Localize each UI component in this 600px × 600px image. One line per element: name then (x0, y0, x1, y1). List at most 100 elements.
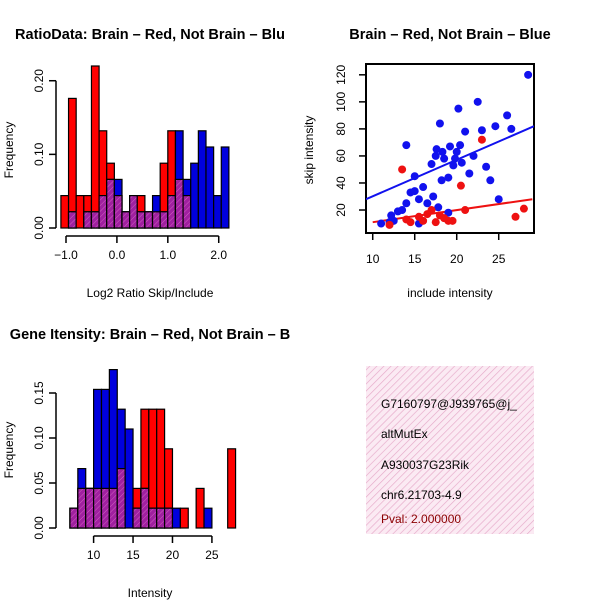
y-tick-label: 0.20 (32, 69, 46, 93)
bar-overlap (116, 468, 126, 529)
ratio-histogram-panel: RatioData: Brain – Red, Not Brain – Blu … (2, 27, 285, 300)
bar-not-brain (124, 428, 134, 529)
ratio-hist-title: RatioData: Brain – Red, Not Brain – Blu (15, 27, 285, 43)
point-not-brain (477, 126, 486, 135)
point-brain (440, 214, 449, 223)
y-tick-label: 0.10 (32, 142, 46, 166)
bar-overlap (85, 487, 95, 529)
scatter-points (366, 70, 534, 229)
point-not-brain (377, 219, 386, 228)
bar-overlap (98, 195, 108, 229)
point-not-brain (402, 141, 411, 150)
x-tick-label: 25 (492, 252, 506, 266)
x-tick-label: 25 (205, 548, 219, 562)
intensity-hist-x-axis: 10 15 20 25 (87, 535, 219, 562)
point-not-brain (402, 199, 411, 208)
x-tick-label: 10 (366, 252, 380, 266)
bar-overlap (93, 487, 103, 529)
intensity-histogram-panel: Gene Itensity: Brain – Red, Not Brain – … (2, 327, 290, 600)
bar-overlap (151, 211, 161, 229)
point-not-brain (454, 104, 463, 113)
point-not-brain (419, 183, 428, 192)
bar-brain (67, 97, 77, 229)
point-not-brain (423, 199, 432, 208)
intensity-hist-bars (69, 369, 237, 529)
point-not-brain (444, 208, 453, 217)
x-tick-label: 0.0 (109, 248, 126, 262)
fit-line-not-brain (366, 125, 534, 201)
point-not-brain (507, 124, 516, 133)
bar-overlap (163, 507, 174, 529)
point-not-brain (437, 176, 446, 185)
point-brain (423, 210, 432, 219)
bar-overlap (159, 211, 169, 229)
point-not-brain (452, 147, 461, 156)
info-box-background (366, 366, 534, 534)
point-brain (477, 135, 486, 144)
point-not-brain (440, 154, 449, 163)
bar-overlap (83, 211, 93, 229)
x-tick-label: 15 (126, 548, 140, 562)
y-tick-label: 0.15 (32, 381, 46, 405)
x-tick-label: 15 (408, 252, 422, 266)
scatter-x-axis: 10 15 20 25 (366, 233, 506, 266)
point-not-brain (451, 154, 460, 163)
x-tick-label: 1.0 (159, 248, 176, 262)
point-not-brain (427, 160, 436, 169)
bar-not-brain (203, 507, 213, 529)
x-tick-label: −1.0 (54, 248, 78, 262)
scatter-ylabel: skip intensity (302, 116, 316, 185)
bar-not-brain (213, 195, 222, 229)
ratio-hist-x-axis: −1.0 0.0 1.0 2.0 (54, 235, 227, 262)
point-not-brain (446, 142, 454, 151)
bar-overlap (108, 487, 118, 529)
point-not-brain (414, 195, 423, 204)
bar-not-brain (190, 162, 199, 229)
point-not-brain (524, 70, 533, 79)
ratio-hist-y-axis: 0.00 0.10 0.20 (32, 69, 57, 240)
point-brain (448, 216, 457, 225)
y-tick-label: 0.00 (32, 516, 46, 540)
point-not-brain (449, 161, 458, 170)
bar-overlap (156, 507, 166, 529)
bar-overlap (67, 211, 77, 229)
point-not-brain (461, 127, 470, 136)
y-tick-label: 0.10 (32, 426, 46, 450)
point-not-brain (494, 195, 503, 204)
point-not-brain (398, 206, 407, 215)
bar-brain (75, 195, 85, 229)
bar-overlap (144, 211, 154, 229)
bar-overlap (129, 195, 138, 229)
bar-not-brain (205, 146, 215, 229)
x-tick-label: 2.0 (210, 248, 227, 262)
point-not-brain (473, 97, 482, 106)
x-tick-label: 20 (166, 548, 180, 562)
point-brain (461, 206, 470, 215)
bar-overlap (148, 507, 158, 529)
bar-brain (179, 507, 189, 529)
point-brain (456, 181, 465, 190)
bar-brain (195, 487, 205, 529)
point-not-brain (491, 122, 500, 131)
info-panel: G7160797@J939765@j_ altMutEx A930037G23R… (366, 366, 534, 534)
bar-overlap (77, 487, 87, 529)
point-not-brain (456, 141, 465, 150)
bar-not-brain (197, 130, 207, 229)
x-tick-label: 10 (87, 548, 101, 562)
point-not-brain (457, 158, 466, 167)
bar-overlap (106, 178, 115, 229)
info-line-gene-id: G7160797@J939765@j_ (381, 397, 517, 411)
point-not-brain (482, 162, 491, 171)
intensity-hist-ylabel: Frequency (2, 422, 16, 479)
info-line-event-type: altMutEx (381, 427, 428, 441)
scatter-plot-box (365, 63, 535, 234)
scatter-panel: Brain – Red, Not Brain – Blue 10 15 20 25 2… (302, 27, 551, 300)
ratio-hist-bars (60, 65, 230, 229)
point-not-brain (434, 203, 443, 212)
point-brain (406, 218, 415, 227)
point-not-brain (410, 172, 419, 181)
point-not-brain (429, 192, 438, 201)
bar-overlap (90, 211, 100, 229)
scatter-xlabel: include intensity (407, 286, 492, 300)
point-not-brain (410, 187, 419, 196)
